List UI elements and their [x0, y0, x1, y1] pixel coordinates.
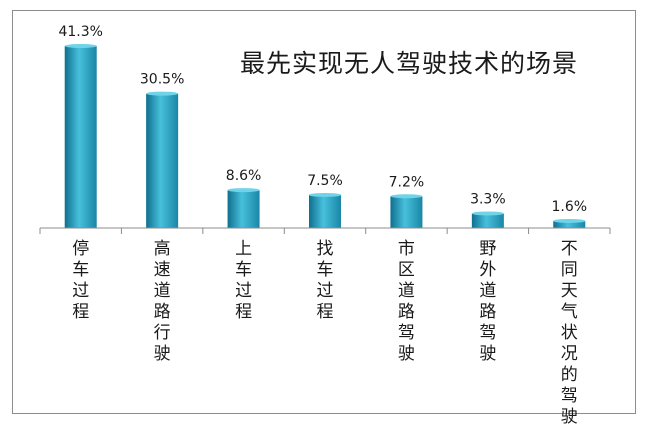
value-label-5: 3.3% — [470, 191, 506, 207]
bar-1 — [146, 93, 179, 228]
bar-cap-5 — [471, 211, 504, 216]
category-label-4: 市区道路驾驶 — [398, 239, 415, 364]
bar-6 — [553, 220, 586, 228]
category-label-6: 不同天气状况的驾驶 — [561, 239, 578, 427]
value-label-0: 41.3% — [58, 24, 102, 40]
bar-cap-2 — [227, 188, 260, 193]
value-label-1: 30.5% — [140, 72, 184, 88]
bar-cap-3 — [309, 192, 341, 197]
bar-4 — [390, 196, 423, 228]
bar-cap-1 — [146, 91, 179, 96]
category-label-5: 野外道路驾驶 — [479, 239, 496, 364]
bar-3 — [309, 194, 341, 228]
value-label-6: 1.6% — [551, 199, 587, 215]
bar-cap-4 — [390, 194, 423, 199]
bar-0 — [64, 46, 97, 228]
bar-5 — [471, 213, 504, 228]
value-label-3: 7.5% — [307, 173, 343, 189]
bar-2 — [227, 190, 260, 228]
category-label-2: 上车过程 — [235, 239, 252, 322]
bar-cap-6 — [553, 218, 586, 223]
bar-cap-0 — [64, 44, 97, 48]
category-label-1: 高速道路行驶 — [154, 239, 171, 364]
category-label-0: 停车过程 — [72, 239, 89, 322]
category-label-3: 找车过程 — [317, 239, 334, 322]
chart-title: 最先实现无人驾驶技术的场景 — [240, 49, 579, 78]
value-label-4: 7.2% — [389, 174, 425, 190]
value-label-2: 8.6% — [226, 168, 262, 184]
